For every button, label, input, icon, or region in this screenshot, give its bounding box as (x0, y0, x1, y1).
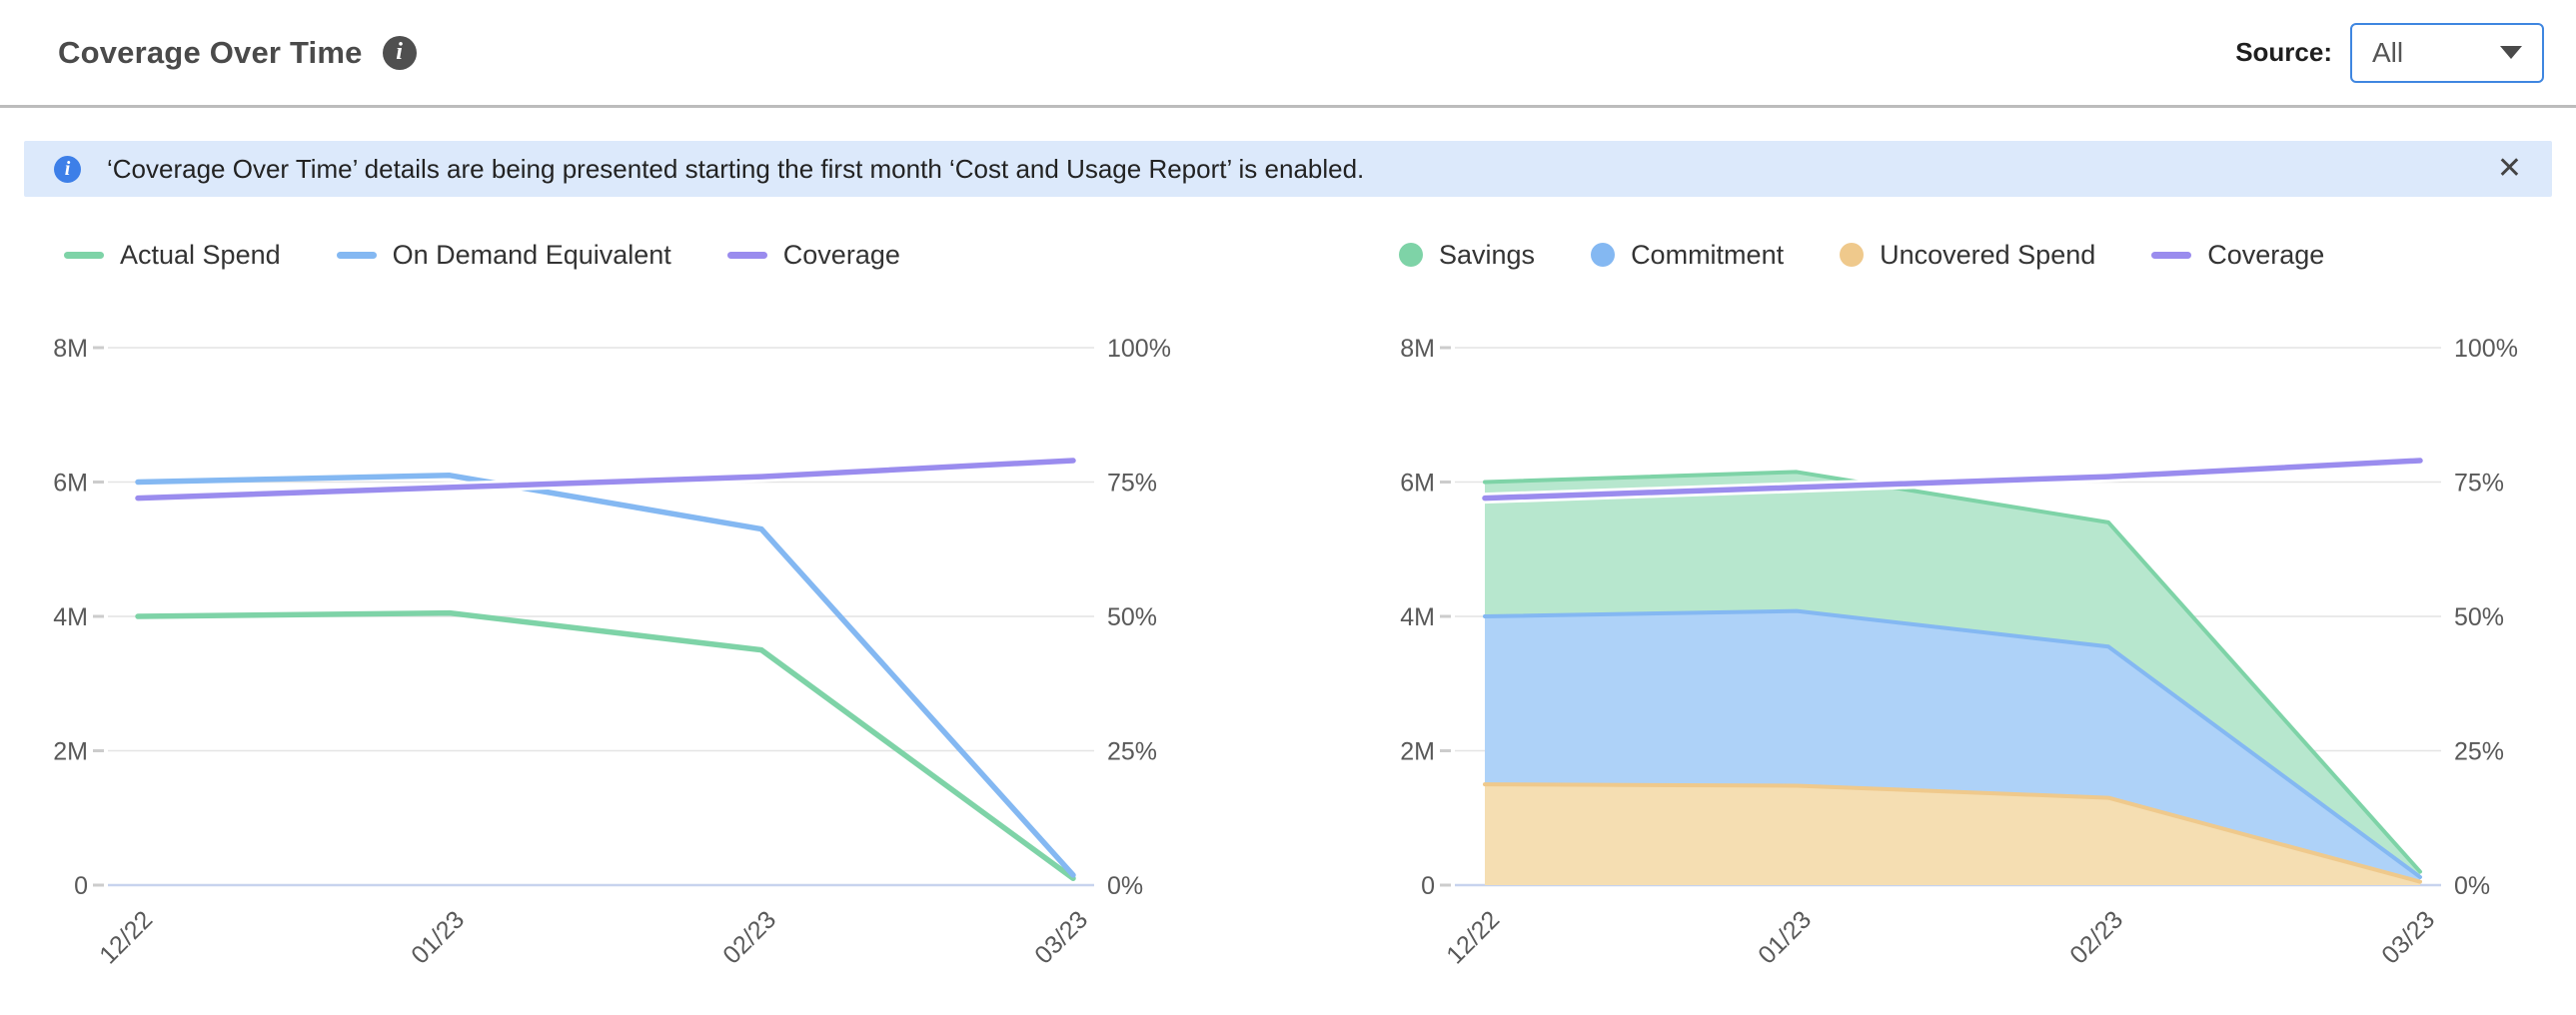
legend-label: Savings (1439, 239, 1536, 270)
legend-item-savings[interactable]: Savings (1399, 240, 1535, 271)
uncovered-spend-area (1485, 784, 2420, 885)
legend-label: Coverage (2207, 239, 2325, 270)
y-left-tick: 0 (74, 872, 88, 900)
source-dropdown-value: All (2372, 36, 2404, 68)
x-tick: 12/22 (94, 905, 158, 969)
x-tick: 02/23 (2064, 905, 2128, 969)
legend-label: Actual Spend (120, 239, 281, 270)
y-left-tick: 8M (1400, 335, 1435, 363)
coverage-swatch-icon (2151, 251, 2192, 259)
y-right-tick: 75% (1107, 470, 1157, 498)
actual-spend-swatch-icon (64, 251, 104, 259)
y-right-tick: 25% (1107, 738, 1157, 766)
y-right-tick: 50% (1107, 603, 1157, 631)
source-control: Source: All (2235, 22, 2544, 83)
info-icon[interactable]: i (382, 35, 417, 70)
info-icon-glyph: i (64, 157, 71, 180)
info-banner: i ‘Coverage Over Time’ details are being… (24, 141, 2552, 197)
y-right-tick: 100% (2454, 335, 2518, 363)
y-left-tick: 2M (1400, 738, 1435, 766)
x-tick: 03/23 (1029, 905, 1093, 969)
y-right-tick: 75% (2454, 470, 2504, 498)
info-icon: i (54, 155, 81, 183)
area-chart-legend: Savings Commitment Uncovered Spend Coverage (1377, 235, 2561, 275)
y-right-tick: 100% (1107, 335, 1171, 363)
x-tick: 02/23 (717, 905, 781, 969)
legend-label: On Demand Equivalent (392, 239, 671, 270)
source-dropdown[interactable]: All (2350, 22, 2544, 83)
line-chart-legend: Actual Spend On Demand Equivalent Coverage (30, 235, 1214, 275)
x-tick: 12/22 (1441, 905, 1505, 969)
commitment-swatch-icon (1591, 243, 1616, 267)
legend-item-coverage[interactable]: Coverage (726, 239, 900, 271)
y-right-tick: 25% (2454, 738, 2504, 766)
on-demand-equivalent-line (135, 473, 1076, 878)
header: Coverage Over Time i Source: All (0, 0, 2576, 108)
chevron-down-icon (2500, 46, 2522, 59)
y-left-tick: 4M (53, 603, 88, 631)
uncovered-spend-swatch-icon (1840, 243, 1865, 267)
source-label: Source: (2235, 37, 2332, 67)
y-left-tick: 8M (53, 335, 88, 363)
legend-item-on-demand-equivalent[interactable]: On Demand Equivalent (336, 239, 671, 271)
y-right-tick: 50% (2454, 603, 2504, 631)
legend-label: Commitment (1631, 239, 1785, 270)
close-icon[interactable]: ✕ (2496, 151, 2522, 186)
legend-item-uncovered-spend[interactable]: Uncovered Spend (1840, 240, 2095, 271)
y-left-tick: 0 (1421, 872, 1435, 900)
y-left-tick: 2M (53, 738, 88, 766)
coverage-swatch-icon (726, 251, 767, 259)
savings-swatch-icon (1399, 243, 1423, 267)
legend-label: Coverage (782, 239, 900, 270)
coverage-line (1482, 458, 2423, 502)
area-chart-panel: Savings Commitment Uncovered Spend Coverage… (1377, 235, 2561, 1014)
y-left-tick: 6M (1400, 470, 1435, 498)
page-title: Coverage Over Time (58, 34, 363, 70)
legend-label: Uncovered Spend (1880, 239, 2096, 270)
info-icon-glyph: i (396, 39, 403, 65)
y-right-tick: 0% (1107, 872, 1143, 900)
legend-item-coverage[interactable]: Coverage (2151, 240, 2324, 271)
y-left-tick: 4M (1400, 603, 1435, 631)
line-chart-panel: Actual Spend On Demand Equivalent Coverage… (30, 235, 1214, 1014)
x-tick: 03/23 (2376, 905, 2440, 969)
on-demand-equivalent-swatch-icon (336, 251, 377, 259)
y-left-tick: 6M (53, 470, 88, 498)
coverage-line (135, 458, 1076, 502)
legend-item-actual-spend[interactable]: Actual Spend (64, 240, 281, 271)
x-tick: 01/23 (406, 905, 470, 969)
x-tick: 01/23 (1753, 905, 1817, 969)
y-right-tick: 0% (2454, 872, 2490, 900)
banner-text: ‘Coverage Over Time’ details are being p… (107, 153, 1365, 184)
area-chart-canvas[interactable]: 8M 100% 6M 75% 4M 50% 2M 25% 0 0% 12/22 01/23 02/23 0… (1377, 280, 2561, 1014)
legend-item-commitment[interactable]: Commitment (1591, 240, 1784, 271)
actual-spend-line (135, 609, 1076, 882)
line-chart-canvas[interactable]: 8M 100% 6M 75% 4M 50% 2M 25% 0 0% 12/22 01/23 02/23 0… (30, 280, 1214, 1014)
